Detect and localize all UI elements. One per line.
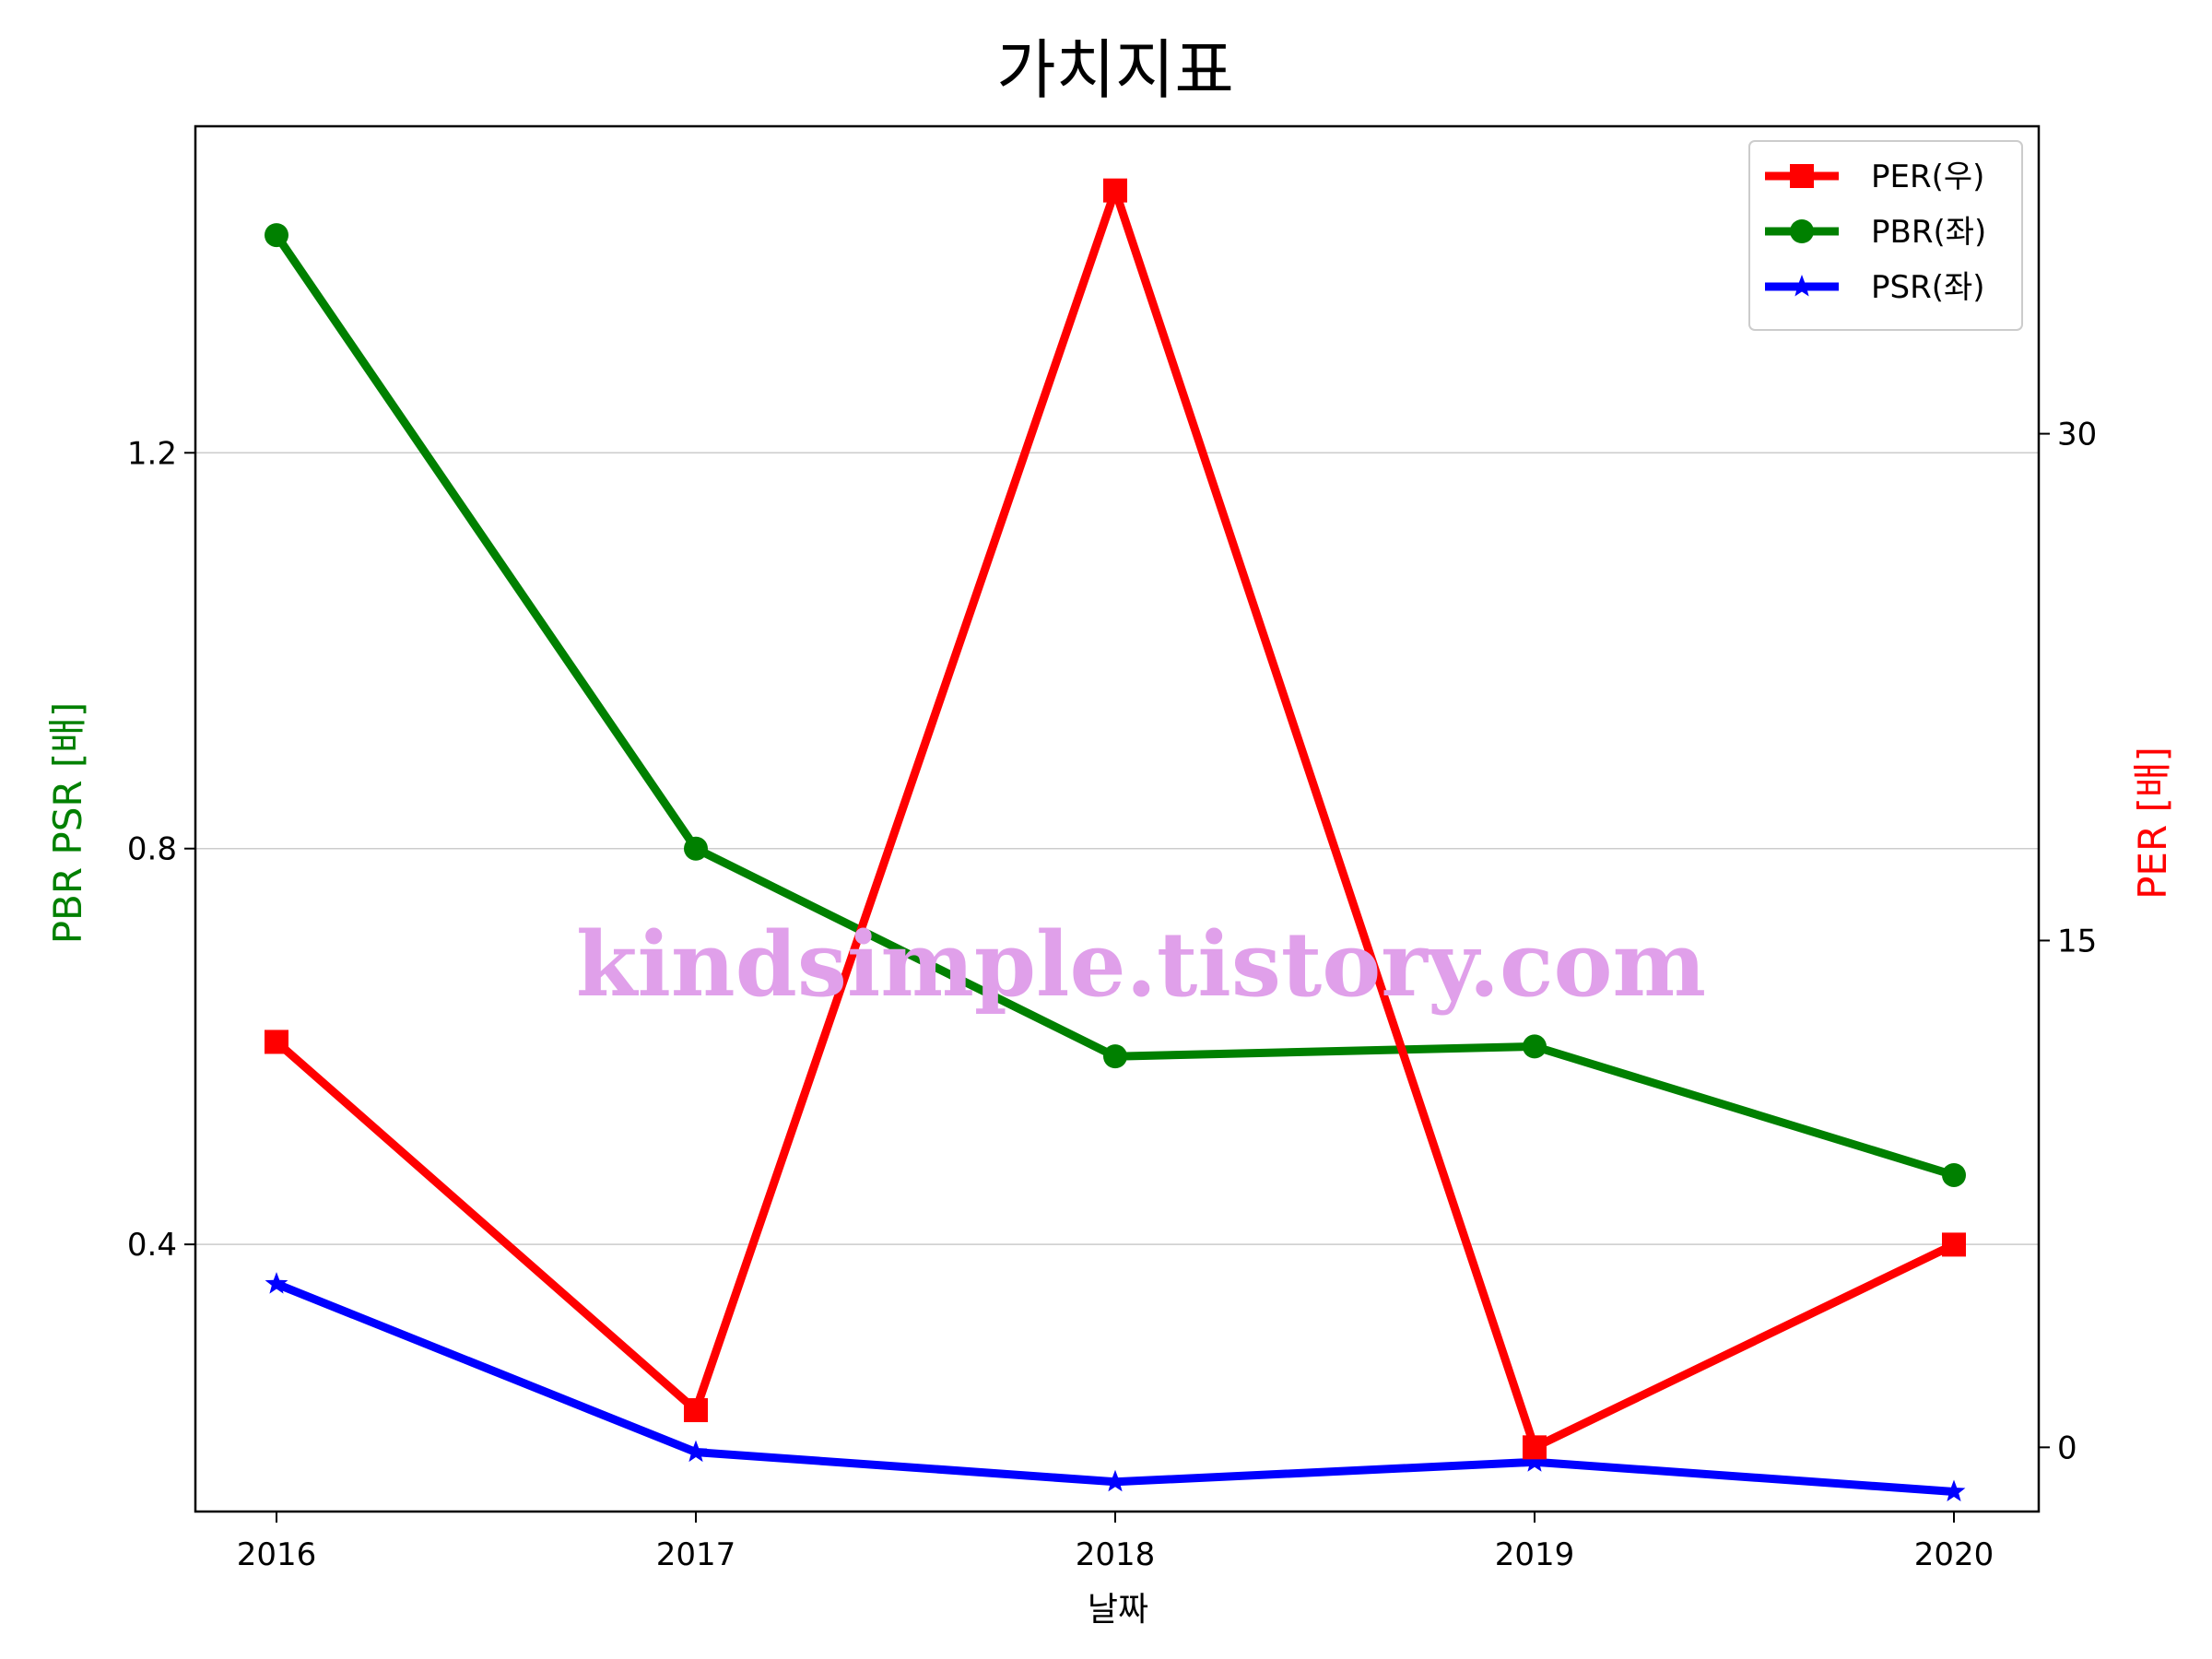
point-per-2017 [684, 1398, 708, 1423]
series-group [265, 178, 1966, 1501]
point-psr-2016 [265, 1272, 288, 1294]
x-tick-label-3: 2019 [1495, 1536, 1575, 1573]
point-pbr-2017 [684, 836, 708, 861]
point-psr-2019 [1523, 1450, 1547, 1472]
x-tick-label-1: 2017 [656, 1536, 736, 1573]
y-axis-right-label: PER [배] [2130, 747, 2175, 900]
chart-title: 가치지표 [996, 32, 1234, 108]
legend-marker-psr [1790, 275, 1814, 297]
legend-marker-per [1790, 164, 1814, 188]
point-psr-2017 [684, 1440, 708, 1463]
legend: PER(우) PBR(좌) PSR(좌) [1748, 140, 2023, 331]
x-tick-label-2: 2018 [1076, 1536, 1156, 1573]
point-per-2016 [265, 1030, 288, 1054]
y-right-tick-label-0: 0 [2057, 1430, 2077, 1466]
legend-label-psr: PSR(좌) [1871, 269, 1985, 306]
point-per-2018 [1103, 178, 1127, 203]
legend-label-per: PER(우) [1871, 159, 1984, 195]
x-axis-label: 날짜 [1088, 1591, 1148, 1629]
y-right-tick-label-2: 30 [2057, 417, 2097, 453]
point-psr-2018 [1103, 1469, 1127, 1492]
point-pbr-2016 [265, 223, 288, 248]
y-left-tick-label-0: 0.4 [127, 1227, 177, 1264]
y-left-tick-label-1: 0.8 [127, 831, 177, 868]
watermark-text: kindsimple.tistory.com [576, 912, 1706, 1017]
y-right-tick-label-1: 15 [2057, 923, 2097, 959]
x-tick-label-0: 2016 [237, 1536, 317, 1573]
series-psr [265, 1272, 1966, 1501]
point-per-2019 [1523, 1435, 1547, 1460]
y-axis-left-label: PBR PSR [배] [45, 702, 90, 945]
point-psr-2020 [1942, 1479, 1966, 1501]
point-pbr-2019 [1523, 1034, 1547, 1059]
legend-marker-pbr [1790, 219, 1814, 243]
point-per-2020 [1942, 1232, 1966, 1257]
plot-frame [194, 124, 2041, 1513]
series-line-per [274, 186, 1956, 1452]
axes: 0.4 0.8 1.2 0 15 30 2016 2017 2018 2019 2020 [127, 124, 2097, 1573]
gridlines [195, 452, 2039, 1245]
series-pbr [265, 223, 1966, 1187]
series-line-pbr [273, 232, 1956, 1180]
point-pbr-2018 [1103, 1044, 1127, 1069]
legend-label-pbr: PBR(좌) [1871, 214, 1986, 251]
y-left-tick-label-2: 1.2 [127, 435, 177, 472]
x-tick-label-4: 2020 [1914, 1536, 1994, 1573]
series-line-psr [275, 1279, 1955, 1496]
point-pbr-2020 [1942, 1162, 1966, 1187]
series-per [265, 178, 1966, 1460]
